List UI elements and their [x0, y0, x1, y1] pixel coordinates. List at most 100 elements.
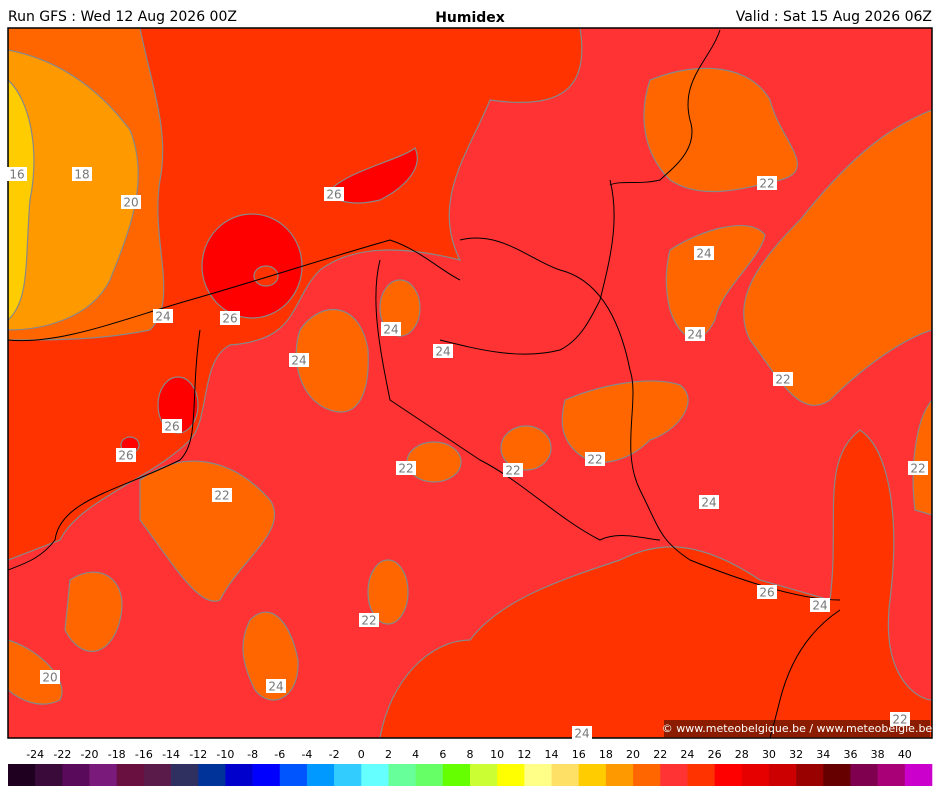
- colorbar-tick-label: 18: [599, 748, 613, 761]
- contour-label-bg: [162, 419, 182, 433]
- colorbar-swatch: [470, 764, 498, 786]
- colorbar-swatch: [497, 764, 525, 786]
- contour-label: 16: [9, 168, 24, 182]
- contour-label-bg: [324, 187, 344, 201]
- map-frame: [7, 27, 933, 739]
- contour-label: 24: [383, 323, 398, 337]
- colorbar-tick-label: -14: [162, 748, 180, 761]
- colorbar-swatch: [225, 764, 253, 786]
- colorbar-swatch: [388, 764, 416, 786]
- contour-label: 22: [892, 713, 907, 727]
- contour-label: 24: [435, 345, 450, 359]
- contour-label: 18: [74, 168, 89, 182]
- colorbar-swatch: [306, 764, 335, 786]
- colorbar-tick-label: -10: [216, 748, 234, 761]
- map-title: Humidex: [435, 10, 505, 26]
- colorbar-tick-label: 0: [358, 748, 365, 761]
- colorbar-tick-label: 34: [816, 748, 830, 761]
- colorbar-swatch: [578, 764, 607, 786]
- colorbar-swatch: [904, 764, 933, 786]
- colorbar-swatch: [633, 764, 661, 786]
- contour-label-bg: [212, 488, 232, 502]
- colorbar-tick-label: 10: [490, 748, 504, 761]
- contour-label: 24: [268, 680, 283, 694]
- colorbar-tick-label: 16: [572, 748, 586, 761]
- contour-label: 22: [587, 453, 602, 467]
- contour-label-bg: [116, 448, 136, 462]
- colorbar-swatch: [442, 764, 471, 786]
- colorbar-tick-label: 2: [385, 748, 392, 761]
- contour-label-bg: [699, 495, 719, 509]
- colorbar-swatch: [361, 764, 389, 786]
- colorbar-tick-label: -2: [329, 748, 340, 761]
- contour-label-bg: [694, 246, 714, 260]
- colorbar-tick-label: 6: [439, 748, 446, 761]
- run-info: Run GFS : Wed 12 Aug 2026 00Z: [8, 9, 237, 25]
- colorbar-tick-label: 24: [680, 748, 694, 761]
- contour-label: 24: [291, 354, 306, 368]
- contour-label-bg: [153, 309, 173, 323]
- contour-label-bg: [220, 311, 240, 325]
- colorbar-tick-label: 20: [626, 748, 640, 761]
- contour-labels: 16 18 20 24 26 26 24 24 24 26 26 22 22 22 22 24 22 24 24 22…: [7, 167, 928, 741]
- colorbar-tick-label: -24: [26, 748, 44, 761]
- colorbar-swatch: [877, 764, 906, 786]
- contour-label-bg: [890, 712, 910, 726]
- contour-label-bg: [359, 613, 379, 627]
- contour-label-bg: [757, 585, 777, 599]
- colorbar-tick-label: 28: [735, 748, 749, 761]
- contour-label-bg: [40, 670, 60, 684]
- copyright: © www.meteobelgique.be / www.meteobelgie…: [662, 722, 933, 735]
- colorbar-tick-label: -16: [135, 748, 153, 761]
- colorbar-tick-label: 26: [708, 748, 722, 761]
- contour-label: 24: [812, 599, 827, 613]
- contour-label: 26: [222, 312, 237, 326]
- colorbar-tick-label: 40: [898, 748, 912, 761]
- contour-label: 22: [775, 373, 790, 387]
- contour-label-bg: [433, 344, 453, 358]
- colorbar-swatch: [35, 764, 63, 786]
- colorbar: -24 -22 -20 -18 -16 -14 -12 -10 -8 -6 -4 -2 0 2 4 6 8 10 1…: [8, 748, 933, 786]
- colorbar-swatch: [171, 764, 199, 786]
- contour-label-bg: [289, 353, 309, 367]
- colorbar-tick-label: -4: [301, 748, 312, 761]
- contour-label-bg: [266, 679, 286, 693]
- colorbar-swatch: [252, 764, 281, 786]
- contour-label: 20: [123, 196, 138, 210]
- contour-label: 22: [910, 462, 925, 476]
- colorbar-swatch: [741, 764, 770, 786]
- copyright-bg: [664, 720, 930, 737]
- contour-label-bg: [72, 167, 92, 181]
- contour-label: 26: [164, 420, 179, 434]
- colorbar-tick-label: 36: [843, 748, 857, 761]
- contour-label: 20: [42, 671, 57, 685]
- valid-info: Valid : Sat 15 Aug 2026 06Z: [736, 9, 932, 25]
- colorbar-tick-label: -8: [247, 748, 258, 761]
- colorbar-swatch: [850, 764, 878, 786]
- colorbar-swatch: [116, 764, 145, 786]
- colorbar-swatch: [334, 764, 362, 786]
- colorbar-swatch: [415, 764, 444, 786]
- contour-label: 26: [326, 188, 341, 202]
- contour-label: 24: [155, 310, 170, 324]
- colorbar-swatch: [62, 764, 90, 786]
- colorbar-tick-label: -22: [53, 748, 71, 761]
- colorbar-swatch: [768, 764, 797, 786]
- colorbar-swatch: [8, 764, 36, 786]
- colorbar-tick-label: -18: [108, 748, 126, 761]
- colorbar-tick-label: 12: [517, 748, 531, 761]
- contour-label-bg: [773, 372, 793, 386]
- colorbar-swatch: [714, 764, 743, 786]
- colorbar-swatch: [551, 764, 580, 786]
- colorbar-tick-label: 30: [762, 748, 776, 761]
- colorbar-swatch: [823, 764, 851, 786]
- colorbar-tick-label: -20: [81, 748, 99, 761]
- colorbar-tick-label: 22: [653, 748, 667, 761]
- colorbar-swatch: [660, 764, 688, 786]
- contour-label-bg: [572, 726, 592, 740]
- colorbar-tick-label: 38: [871, 748, 885, 761]
- colorbar-swatch: [524, 764, 552, 786]
- contour-label-bg: [810, 598, 830, 612]
- contour-label-bg: [685, 327, 705, 341]
